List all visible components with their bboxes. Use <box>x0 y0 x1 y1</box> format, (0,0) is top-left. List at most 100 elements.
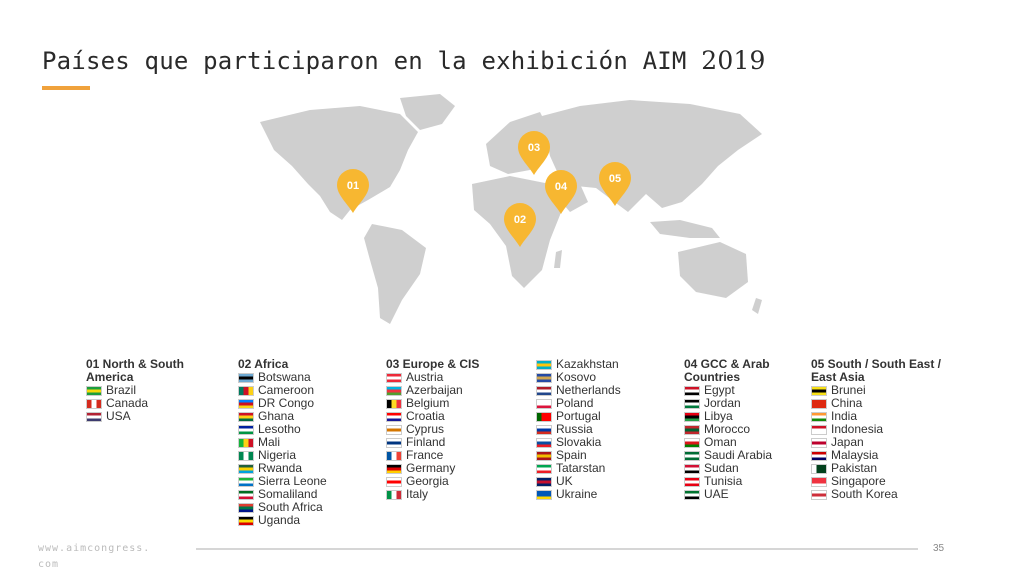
country-item: Slovakia <box>536 436 666 449</box>
flag-icon <box>238 502 254 513</box>
flag-icon <box>684 450 700 461</box>
country-item: Saudi Arabia <box>684 449 794 462</box>
indonesia-shape <box>650 220 720 238</box>
flag-icon <box>386 411 402 422</box>
country-item: Nigeria <box>238 449 368 462</box>
country-name: Indonesia <box>831 422 884 436</box>
pin-label: 03 <box>528 142 540 154</box>
country-name: Poland <box>556 396 594 410</box>
country-name: India <box>831 409 858 423</box>
flag-icon <box>536 372 552 383</box>
flag-icon <box>238 424 254 435</box>
country-name: Egypt <box>704 383 735 397</box>
map-pin-04: 04 <box>545 170 577 214</box>
country-name: South Africa <box>258 500 323 514</box>
country-name: Russia <box>556 422 593 436</box>
country-item: Azerbaijan <box>386 384 516 397</box>
country-item: Uganda <box>238 514 368 527</box>
greenland-shape <box>400 94 455 130</box>
country-item: Somaliland <box>238 488 368 501</box>
region-column: Kazakhstan Kosovo Netherlands Poland Portuga… <box>536 358 666 501</box>
country-item: Jordan <box>684 397 794 410</box>
flag-icon <box>684 385 700 396</box>
country-item: Egypt <box>684 384 794 397</box>
country-item: Malaysia <box>811 449 941 462</box>
region-column: 05 South / South East / East Asia Brunei C… <box>811 358 941 501</box>
flag-icon <box>684 411 700 422</box>
country-item: DR Congo <box>238 397 368 410</box>
flag-icon <box>684 463 700 474</box>
country-item: Portugal <box>536 410 666 423</box>
country-item: Belgium <box>386 397 516 410</box>
country-item: USA <box>86 410 196 423</box>
flag-icon <box>386 476 402 487</box>
flag-icon <box>811 450 827 461</box>
region-pins: 01 02 03 04 05 <box>337 131 631 247</box>
flag-icon <box>536 424 552 435</box>
map-pin-05: 05 <box>599 162 631 206</box>
country-item: Cyprus <box>386 423 516 436</box>
new-zealand-shape <box>752 298 762 314</box>
region-title: 03 Europe & CIS <box>386 357 480 371</box>
country-name: UK <box>556 474 573 488</box>
country-name: Belgium <box>406 396 450 410</box>
country-name: Uganda <box>258 513 301 527</box>
region-column: 03 Europe & CIS Austria Azerbaijan Belgium C… <box>386 358 516 501</box>
country-name: Netherlands <box>556 383 621 397</box>
country-item: Pakistan <box>811 462 941 475</box>
region-title: 05 South / South East / East Asia <box>811 357 942 384</box>
flag-icon <box>238 411 254 422</box>
country-item: Austria <box>386 371 516 384</box>
flag-icon <box>238 398 254 409</box>
flag-icon <box>238 437 254 448</box>
country-item: China <box>811 397 941 410</box>
pin-label: 05 <box>609 173 621 185</box>
madagascar-shape <box>554 250 562 268</box>
country-item: UK <box>536 475 666 488</box>
country-item: South Africa <box>238 501 368 514</box>
region-title: 01 North & South America <box>86 357 184 384</box>
country-name: Pakistan <box>831 461 878 475</box>
region-title: 02 Africa <box>238 357 289 371</box>
world-map: 01 02 03 04 05 <box>260 94 762 324</box>
pin-marker-icon <box>504 203 536 247</box>
country-item: Tatarstan <box>536 462 666 475</box>
country-item: Italy <box>386 488 516 501</box>
flag-icon <box>536 437 552 448</box>
region-column: 01 North & South America Brazil Canada USA <box>86 358 196 423</box>
country-name: Tatarstan <box>556 461 606 475</box>
flag-icon <box>86 398 102 409</box>
flag-icon <box>86 411 102 422</box>
country-item: Poland <box>536 397 666 410</box>
country-item: Brazil <box>86 384 196 397</box>
flag-icon <box>536 476 552 487</box>
flag-icon <box>536 359 552 370</box>
country-name: Rwanda <box>258 461 303 475</box>
region-title: 04 GCC & Arab Countries <box>684 357 770 384</box>
country-item: Germany <box>386 462 516 475</box>
country-item: Mali <box>238 436 368 449</box>
country-item: Botswana <box>238 371 368 384</box>
country-name: Sudan <box>704 461 739 475</box>
north-america-shape <box>260 106 418 220</box>
country-item: Croatia <box>386 410 516 423</box>
slide-title: Países que participaron en la exhibición… <box>42 46 766 75</box>
country-name: Croatia <box>406 409 445 423</box>
country-name: Brazil <box>106 383 137 397</box>
footer-url[interactable]: www.aimcongress.com <box>38 543 151 570</box>
flag-icon <box>536 450 552 461</box>
country-item: Tunisia <box>684 475 794 488</box>
country-name: Spain <box>556 448 587 462</box>
flag-icon <box>238 489 254 500</box>
country-item: Lesotho <box>238 423 368 436</box>
pin-label: 02 <box>514 214 526 226</box>
flag-icon <box>238 372 254 383</box>
flag-icon <box>536 398 552 409</box>
country-name: Cyprus <box>406 422 445 436</box>
country-item: Kazakhstan <box>536 358 666 371</box>
country-name: China <box>831 396 863 410</box>
pin-label: 04 <box>555 181 568 193</box>
country-item: Finland <box>386 436 516 449</box>
country-item: France <box>386 449 516 462</box>
flag-icon <box>386 424 402 435</box>
